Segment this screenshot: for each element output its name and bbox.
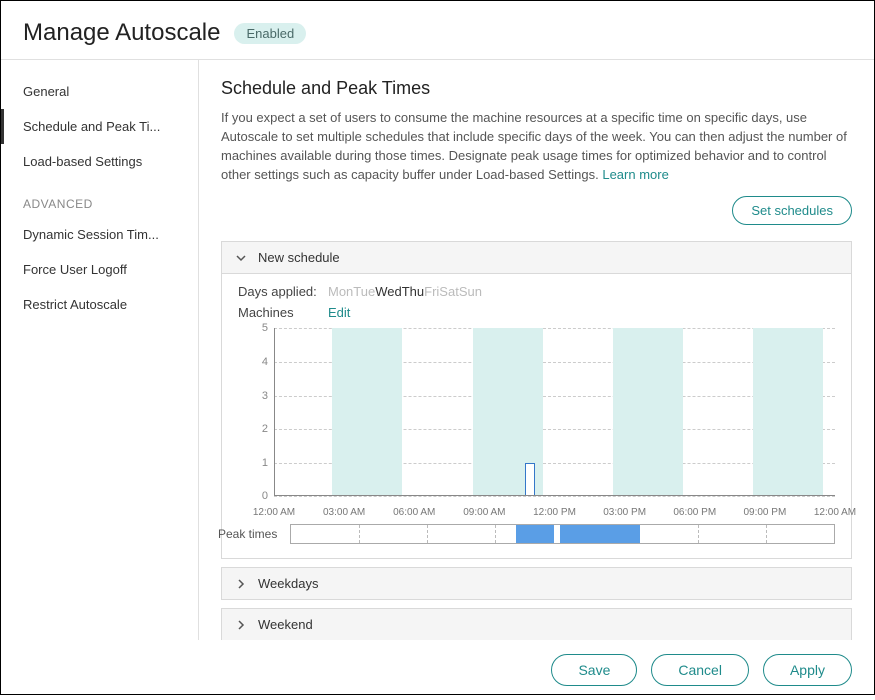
sidebar-item-general[interactable]: General [1, 74, 198, 109]
schedule-panel: New schedule Days applied: MonTueWedThuF… [221, 241, 852, 559]
peak-fill[interactable] [560, 525, 640, 543]
apply-button[interactable]: Apply [763, 654, 852, 686]
chevron-right-icon [236, 620, 246, 630]
day-mon: Mon [328, 284, 353, 299]
chevron-right-icon [236, 579, 246, 589]
save-button[interactable]: Save [551, 654, 637, 686]
days-applied-row: Days applied: MonTueWedThuFriSatSun [238, 284, 835, 299]
day-sat: Sat [439, 284, 459, 299]
sidebar-item-restrict[interactable]: Restrict Autoscale [1, 287, 198, 322]
enabled-badge: Enabled [234, 23, 306, 44]
cancel-button[interactable]: Cancel [651, 654, 749, 686]
weekdays-panel: Weekdays [221, 567, 852, 600]
day-thu: Thu [402, 284, 424, 299]
weekend-panel-header[interactable]: Weekend [222, 609, 851, 640]
set-schedules-button[interactable]: Set schedules [732, 196, 852, 225]
day-fri: Fri [424, 284, 439, 299]
learn-more-link[interactable]: Learn more [602, 167, 668, 182]
sidebar-item-schedule[interactable]: Schedule and Peak Ti... [1, 109, 198, 144]
schedule-panel-header[interactable]: New schedule [222, 242, 851, 274]
content-heading: Schedule and Peak Times [221, 78, 852, 99]
machines-row: Machines Edit [238, 305, 835, 320]
peak-times-bar[interactable] [290, 524, 835, 544]
page-title: Manage Autoscale [23, 19, 220, 47]
sidebar-section-advanced: ADVANCED [1, 179, 198, 217]
edit-machines-link[interactable]: Edit [328, 305, 350, 320]
chevron-down-icon [236, 253, 246, 263]
day-sun: Sun [459, 284, 482, 299]
sidebar-item-load[interactable]: Load-based Settings [1, 144, 198, 179]
peak-times-row: Peak times [218, 524, 835, 544]
schedule-name: New schedule [258, 250, 340, 265]
footer: Save Cancel Apply [1, 640, 874, 700]
day-wed: Wed [375, 284, 402, 299]
content-description: If you expect a set of users to consume … [221, 109, 852, 184]
sidebar-item-dynamic[interactable]: Dynamic Session Tim... [1, 217, 198, 252]
machines-chart: 54321012:00 AM03:00 AM06:00 AM09:00 AM12… [274, 328, 835, 518]
peak-fill[interactable] [516, 525, 554, 543]
weekdays-panel-header[interactable]: Weekdays [222, 568, 851, 599]
content: Schedule and Peak Times If you expect a … [199, 60, 874, 640]
sidebar: General Schedule and Peak Ti... Load-bas… [1, 60, 199, 640]
machine-bar [525, 463, 535, 497]
sidebar-item-logoff[interactable]: Force User Logoff [1, 252, 198, 287]
weekend-panel: Weekend [221, 608, 852, 640]
header: Manage Autoscale Enabled [1, 1, 874, 60]
day-tue: Tue [353, 284, 375, 299]
